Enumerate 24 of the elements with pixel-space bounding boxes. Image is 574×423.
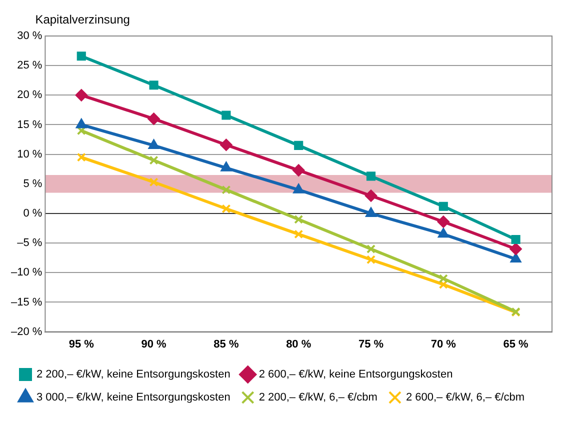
y-tick-label: 30 % bbox=[17, 30, 42, 42]
x-tick-label: 70 % bbox=[430, 338, 456, 350]
legend-label: 2 600,– €/kW, keine Entsorgungskosten bbox=[258, 368, 453, 381]
y-tick-label: –10 % bbox=[10, 266, 42, 279]
y-tick-label: –20 % bbox=[10, 326, 42, 338]
y-tick-label: 0 % bbox=[23, 208, 42, 220]
legend-label: 3 000,– €/kW, keine Entsorgungskosten bbox=[36, 392, 230, 404]
x-tick-label: 85 % bbox=[214, 338, 239, 350]
y-tick-label: 5 % bbox=[23, 178, 42, 190]
legend-label: 2 600,– €/kW, 6,– €/cbm bbox=[406, 392, 525, 404]
legend-label: 2 200,– €/kW, 6,– €/cbm bbox=[258, 392, 378, 404]
y-tick-label: –5 % bbox=[17, 237, 42, 250]
x-tick-label: 65 % bbox=[503, 338, 529, 350]
y-tick-label: 15 % bbox=[17, 118, 42, 131]
x-tick-label: 75 % bbox=[358, 338, 384, 350]
legend-label: 2 200,– €/kW, keine Entsorgungskosten bbox=[36, 368, 230, 381]
x-tick-label: 80 % bbox=[286, 338, 312, 350]
x-tick-label: 90 % bbox=[141, 338, 167, 350]
y-tick-label: 10 % bbox=[17, 148, 42, 160]
y-tick-label: 20 % bbox=[17, 89, 42, 102]
y-axis-title: Kapitalverzinsung bbox=[35, 12, 130, 26]
y-tick-label: 25 % bbox=[17, 60, 42, 72]
x-tick-label: 95 % bbox=[68, 338, 94, 350]
y-tick-label: –15 % bbox=[10, 296, 42, 308]
